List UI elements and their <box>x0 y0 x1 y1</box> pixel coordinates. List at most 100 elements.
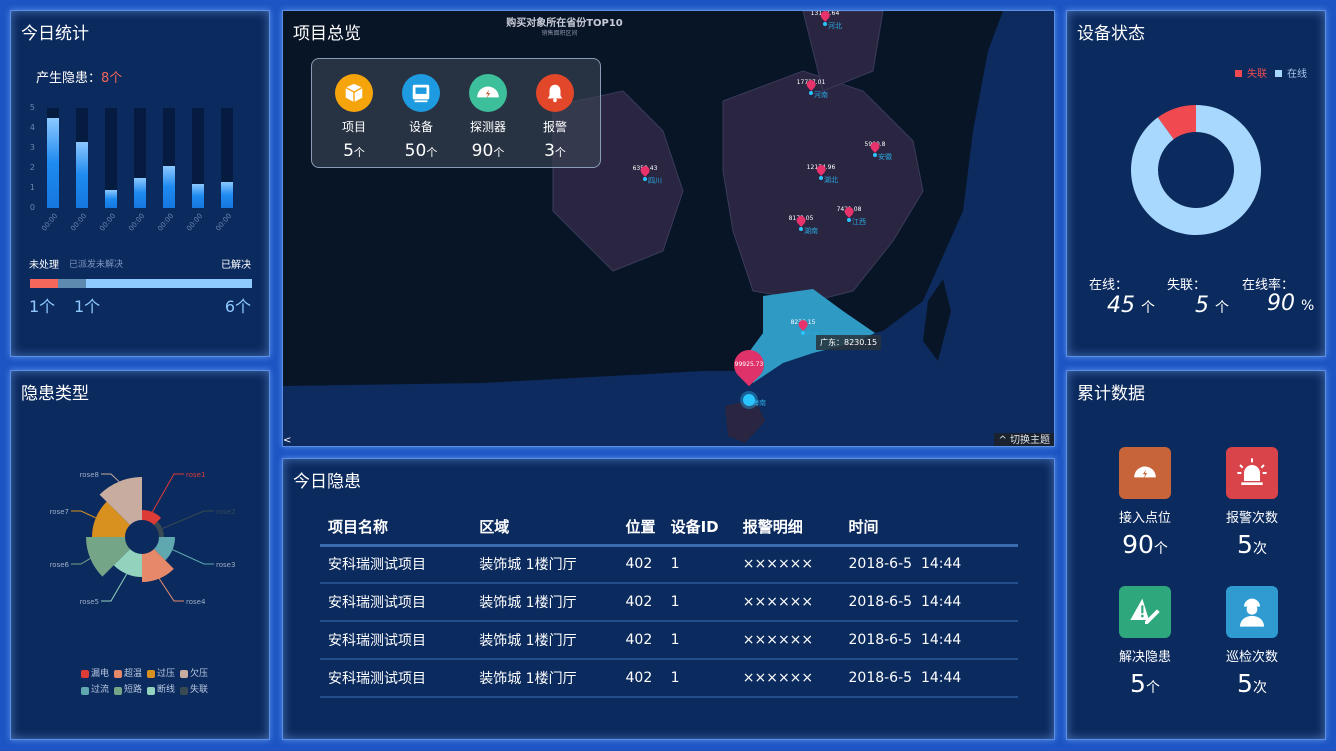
table-cell: 装饰城 1楼门厅 <box>479 659 626 698</box>
legend-item[interactable]: 漏电 <box>81 667 109 682</box>
overview-panel: 购买对象所在省份TOP10 销售面积区间 项目总览 项目 5个 设备 50个 探测器 90… <box>282 10 1055 447</box>
bell-icon <box>536 74 574 112</box>
table-cell: 安科瑞测试项目 <box>320 621 480 660</box>
column-header: 项目名称 <box>320 509 480 547</box>
map-marker[interactable]: 5900.8 <box>865 140 886 153</box>
legend-swatch <box>180 670 189 678</box>
legend-item[interactable]: 失联 <box>1235 65 1267 80</box>
map-marker[interactable]: 8230.15 <box>791 318 815 331</box>
map-marker[interactable]: 6358.43 <box>633 164 657 177</box>
legend-item[interactable]: 失联 <box>180 683 208 698</box>
rose-label: rose5 <box>80 598 99 606</box>
map-prev-arrow[interactable]: < <box>283 435 292 446</box>
table-cell: ×××××× <box>742 621 849 660</box>
rose-sector[interactable] <box>142 510 162 525</box>
unit: 次 <box>1252 680 1267 696</box>
y-tick: 1 <box>29 183 35 192</box>
map-marker[interactable]: 99925.73 <box>727 343 771 387</box>
label-line <box>162 510 214 530</box>
x-tick: 00:00 <box>98 212 118 233</box>
map-marker[interactable]: 8173.05 <box>789 214 813 227</box>
legend-item[interactable]: 过流 <box>81 683 109 698</box>
value: 5 <box>343 141 354 161</box>
legend-item[interactable]: 超温 <box>114 667 142 682</box>
map-marker[interactable]: 7421.08 <box>837 205 861 218</box>
legend-item[interactable]: 短路 <box>114 683 142 698</box>
region-hebei <box>802 11 884 92</box>
province-name: 海南 <box>752 399 766 407</box>
y-tick: 4 <box>29 123 35 132</box>
label-line <box>71 510 97 519</box>
legend-item[interactable]: 断线 <box>147 683 175 698</box>
rose-sector[interactable] <box>113 549 142 577</box>
panel-title: 项目总览 <box>293 24 361 44</box>
overview-item[interactable]: 探测器 90个 <box>458 74 518 161</box>
table-cell: 402 <box>625 545 671 584</box>
table-cell: ×××××× <box>742 545 849 584</box>
donut-slice[interactable] <box>1157 105 1196 140</box>
location-dot <box>823 22 827 26</box>
cumulative-item: 解决隐患 5个 <box>1100 586 1190 698</box>
y-tick: 2 <box>29 163 35 172</box>
warning-edit-icon <box>1119 586 1171 638</box>
province-name: 湖南 <box>804 227 818 235</box>
map-marker[interactable]: 17737.01 <box>797 78 825 91</box>
donut-slice[interactable] <box>1131 105 1261 235</box>
table-row[interactable]: 安科瑞测试项目 装饰城 1楼门厅 402 1 ×××××× 2018-6-5 14:44 <box>320 545 1018 584</box>
column-header: 时间 <box>848 509 1018 547</box>
legend-item[interactable]: 欠压 <box>180 667 208 682</box>
location-dot <box>809 91 813 95</box>
cube-icon <box>335 74 373 112</box>
legend-swatch <box>147 686 156 695</box>
rose-sector[interactable] <box>142 549 174 582</box>
rose-sector[interactable] <box>92 501 130 537</box>
legend-label: 欠压 <box>190 668 209 679</box>
rose-sector[interactable] <box>99 477 142 525</box>
table-cell: 2018-6-5 14:44 <box>848 659 1018 698</box>
switch-theme-button[interactable]: ^ 切换主题 <box>994 433 1054 446</box>
bar <box>192 184 204 208</box>
rose-label: rose1 <box>186 471 205 479</box>
overview-item-label: 探测器 <box>469 120 506 134</box>
unprocessed-value: 1个 <box>29 297 56 316</box>
cumulative-label: 接入点位 <box>1118 511 1171 526</box>
hazard-rose-chart: rose1 rose2 rose3 rose4 rose5 rose6 rose7 rose8 <box>50 471 236 606</box>
gauge-icon <box>1119 447 1171 499</box>
legend-label: 超温 <box>124 668 143 679</box>
legend-label: 漏电 <box>91 668 110 679</box>
legend-item[interactable]: 过压 <box>147 667 175 682</box>
overview-item[interactable]: 项目 5个 <box>324 74 384 161</box>
table-cell: 装饰城 1楼门厅 <box>479 545 626 584</box>
rose-label: rose8 <box>80 471 99 479</box>
marker-value: 99925.73 <box>734 361 764 368</box>
region-central <box>722 70 924 302</box>
unit: 个 <box>1141 300 1155 316</box>
table-row[interactable]: 安科瑞测试项目 装饰城 1楼门厅 402 1 ×××××× 2018-6-5 14:44 <box>320 621 1018 660</box>
rate-number: 90 <box>1267 291 1295 316</box>
legend-item[interactable]: 在线 <box>1275 65 1307 80</box>
table-row[interactable]: 安科瑞测试项目 装饰城 1楼门厅 402 1 ×××××× 2018-6-5 14:44 <box>320 659 1018 698</box>
table-cell: 安科瑞测试项目 <box>320 545 480 584</box>
device-legend: 失联 在线 <box>1235 65 1307 80</box>
map-marker[interactable]: 13177.64 <box>811 11 839 22</box>
hazard-label: 产生隐患： <box>36 71 102 86</box>
table-cell: 安科瑞测试项目 <box>320 583 480 622</box>
rose-sector[interactable] <box>154 537 175 561</box>
overview-item[interactable]: 报警 3个 <box>525 74 585 161</box>
rate-value: 90% <box>1267 291 1314 316</box>
hazards-table: 项目名称 区域 位置 设备ID 报警明细 时间 安科瑞测试项目 装饰城 1楼门厅 402 1 ×××… <box>320 509 1018 698</box>
table-cell: 402 <box>625 583 671 622</box>
overview-item[interactable]: 设备 50个 <box>391 74 451 161</box>
unit: 个 <box>1215 300 1229 316</box>
unit: 个 <box>1153 541 1168 557</box>
bar-track <box>192 108 204 208</box>
rose-label: rose6 <box>50 561 70 569</box>
rose-sector[interactable] <box>154 521 164 537</box>
label-line <box>158 578 184 602</box>
province-name: 安徽 <box>878 153 892 161</box>
table-row[interactable]: 安科瑞测试项目 装饰城 1楼门厅 402 1 ×××××× 2018-6-5 14:44 <box>320 583 1018 622</box>
map-marker[interactable]: 12174.96 <box>807 163 835 176</box>
overview-item-label: 项目 <box>341 120 366 134</box>
panel-title: 今日隐患 <box>293 472 361 492</box>
rose-sector[interactable] <box>86 537 130 577</box>
